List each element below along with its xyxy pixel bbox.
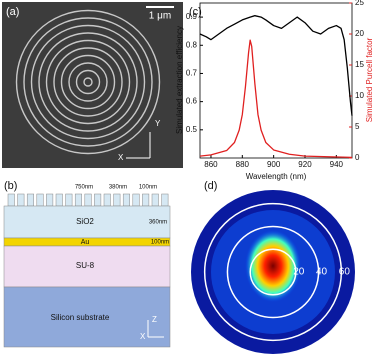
y-tick-label: 0.5 bbox=[186, 125, 198, 134]
pillar bbox=[65, 193, 73, 207]
pillar bbox=[113, 193, 121, 207]
pillar bbox=[151, 193, 159, 207]
sem-ring bbox=[38, 32, 138, 132]
axis-y: Y bbox=[155, 119, 161, 128]
series-line bbox=[199, 39, 353, 159]
dim-label: 100nm bbox=[139, 185, 157, 191]
sem-image bbox=[2, 2, 183, 168]
dim-label: 380nm bbox=[109, 185, 127, 191]
panel-label: (d) bbox=[204, 180, 217, 192]
ring-label: 60 bbox=[339, 267, 351, 278]
layer-label: SU-8 bbox=[76, 261, 95, 270]
emission-spot bbox=[245, 230, 301, 302]
sem-ring bbox=[53, 47, 123, 117]
polar-rings: 20 40 60 bbox=[203, 202, 351, 342]
dim-label: 750nm bbox=[75, 185, 93, 191]
sem-ring bbox=[60, 54, 116, 110]
y2-axis-label: Simulated Purcell factor bbox=[365, 37, 374, 122]
layer-sio2 bbox=[3, 205, 171, 239]
ring-label: 20 bbox=[293, 267, 305, 278]
y2-tick-label: 0 bbox=[355, 153, 360, 162]
scale-label: 1 μm bbox=[149, 11, 171, 22]
series-line bbox=[199, 15, 353, 116]
y-tick-label: 0.9 bbox=[186, 12, 198, 21]
pillar bbox=[94, 193, 102, 207]
pillar bbox=[36, 193, 44, 207]
pillar bbox=[142, 193, 150, 207]
dim-label: 360nm bbox=[149, 220, 167, 226]
pillar bbox=[7, 193, 15, 207]
ring-label: 40 bbox=[316, 267, 328, 278]
layer-label: Au bbox=[81, 239, 90, 246]
pillar bbox=[26, 193, 34, 207]
pillar bbox=[17, 193, 25, 207]
polar-ring bbox=[226, 225, 320, 319]
sem-ring bbox=[15, 9, 161, 155]
x-tick-label: 920 bbox=[298, 160, 312, 169]
panel-label: (a) bbox=[6, 6, 19, 18]
axis-x: X bbox=[140, 332, 146, 341]
pillar bbox=[55, 193, 63, 207]
y2-tick-label: 10 bbox=[355, 91, 364, 100]
axis-z: Z bbox=[152, 315, 157, 324]
chart: 860 880 900 920 940 0.5 0.6 0.7 0.8 0.9 0 5 10 15 20 25 bbox=[186, 0, 365, 169]
sem-ring bbox=[45, 39, 131, 125]
x-tick-label: 860 bbox=[204, 160, 218, 169]
axis-x: X bbox=[118, 153, 124, 162]
sem-rings bbox=[15, 9, 161, 155]
sem-ring bbox=[68, 62, 108, 102]
x-tick-label: 900 bbox=[267, 160, 281, 169]
pillar bbox=[122, 193, 130, 207]
y-axis-label: Simulated extraction efficiency bbox=[175, 26, 184, 134]
pillar bbox=[103, 193, 111, 207]
polar-ring bbox=[203, 202, 343, 342]
sem-ring bbox=[75, 69, 101, 95]
x-tick-label: 940 bbox=[330, 160, 344, 169]
layer-label: Silicon substrate bbox=[51, 313, 110, 322]
y2-tick-label: 20 bbox=[355, 29, 364, 38]
y-tick-label: 0.8 bbox=[186, 40, 198, 49]
pillar bbox=[74, 193, 82, 207]
pillar bbox=[46, 193, 54, 207]
plot-frame bbox=[199, 2, 353, 159]
pillar bbox=[84, 193, 92, 207]
sem-ring bbox=[30, 24, 146, 140]
pillars bbox=[7, 193, 169, 207]
y2-tick-label: 5 bbox=[355, 122, 360, 131]
panel-label: (b) bbox=[4, 180, 17, 192]
dim-label: 100nm bbox=[151, 240, 169, 246]
pillar bbox=[132, 193, 140, 207]
y2-tick-label: 25 bbox=[355, 0, 364, 7]
x-tick-label: 880 bbox=[236, 160, 250, 169]
y-tick-label: 0.6 bbox=[186, 97, 198, 106]
y2-tick-label: 15 bbox=[355, 60, 364, 69]
y-tick-label: 0.7 bbox=[186, 69, 198, 78]
sem-ring bbox=[23, 17, 153, 147]
layer-su8 bbox=[3, 245, 171, 288]
pillar bbox=[161, 193, 169, 207]
sem-ring bbox=[83, 77, 93, 87]
layer-si bbox=[3, 286, 171, 348]
polar-ring bbox=[249, 248, 297, 296]
panel-label: (c) bbox=[189, 6, 202, 18]
layer-label: SiO2 bbox=[76, 217, 94, 226]
x-axis-label: Wavelength (nm) bbox=[246, 172, 307, 181]
